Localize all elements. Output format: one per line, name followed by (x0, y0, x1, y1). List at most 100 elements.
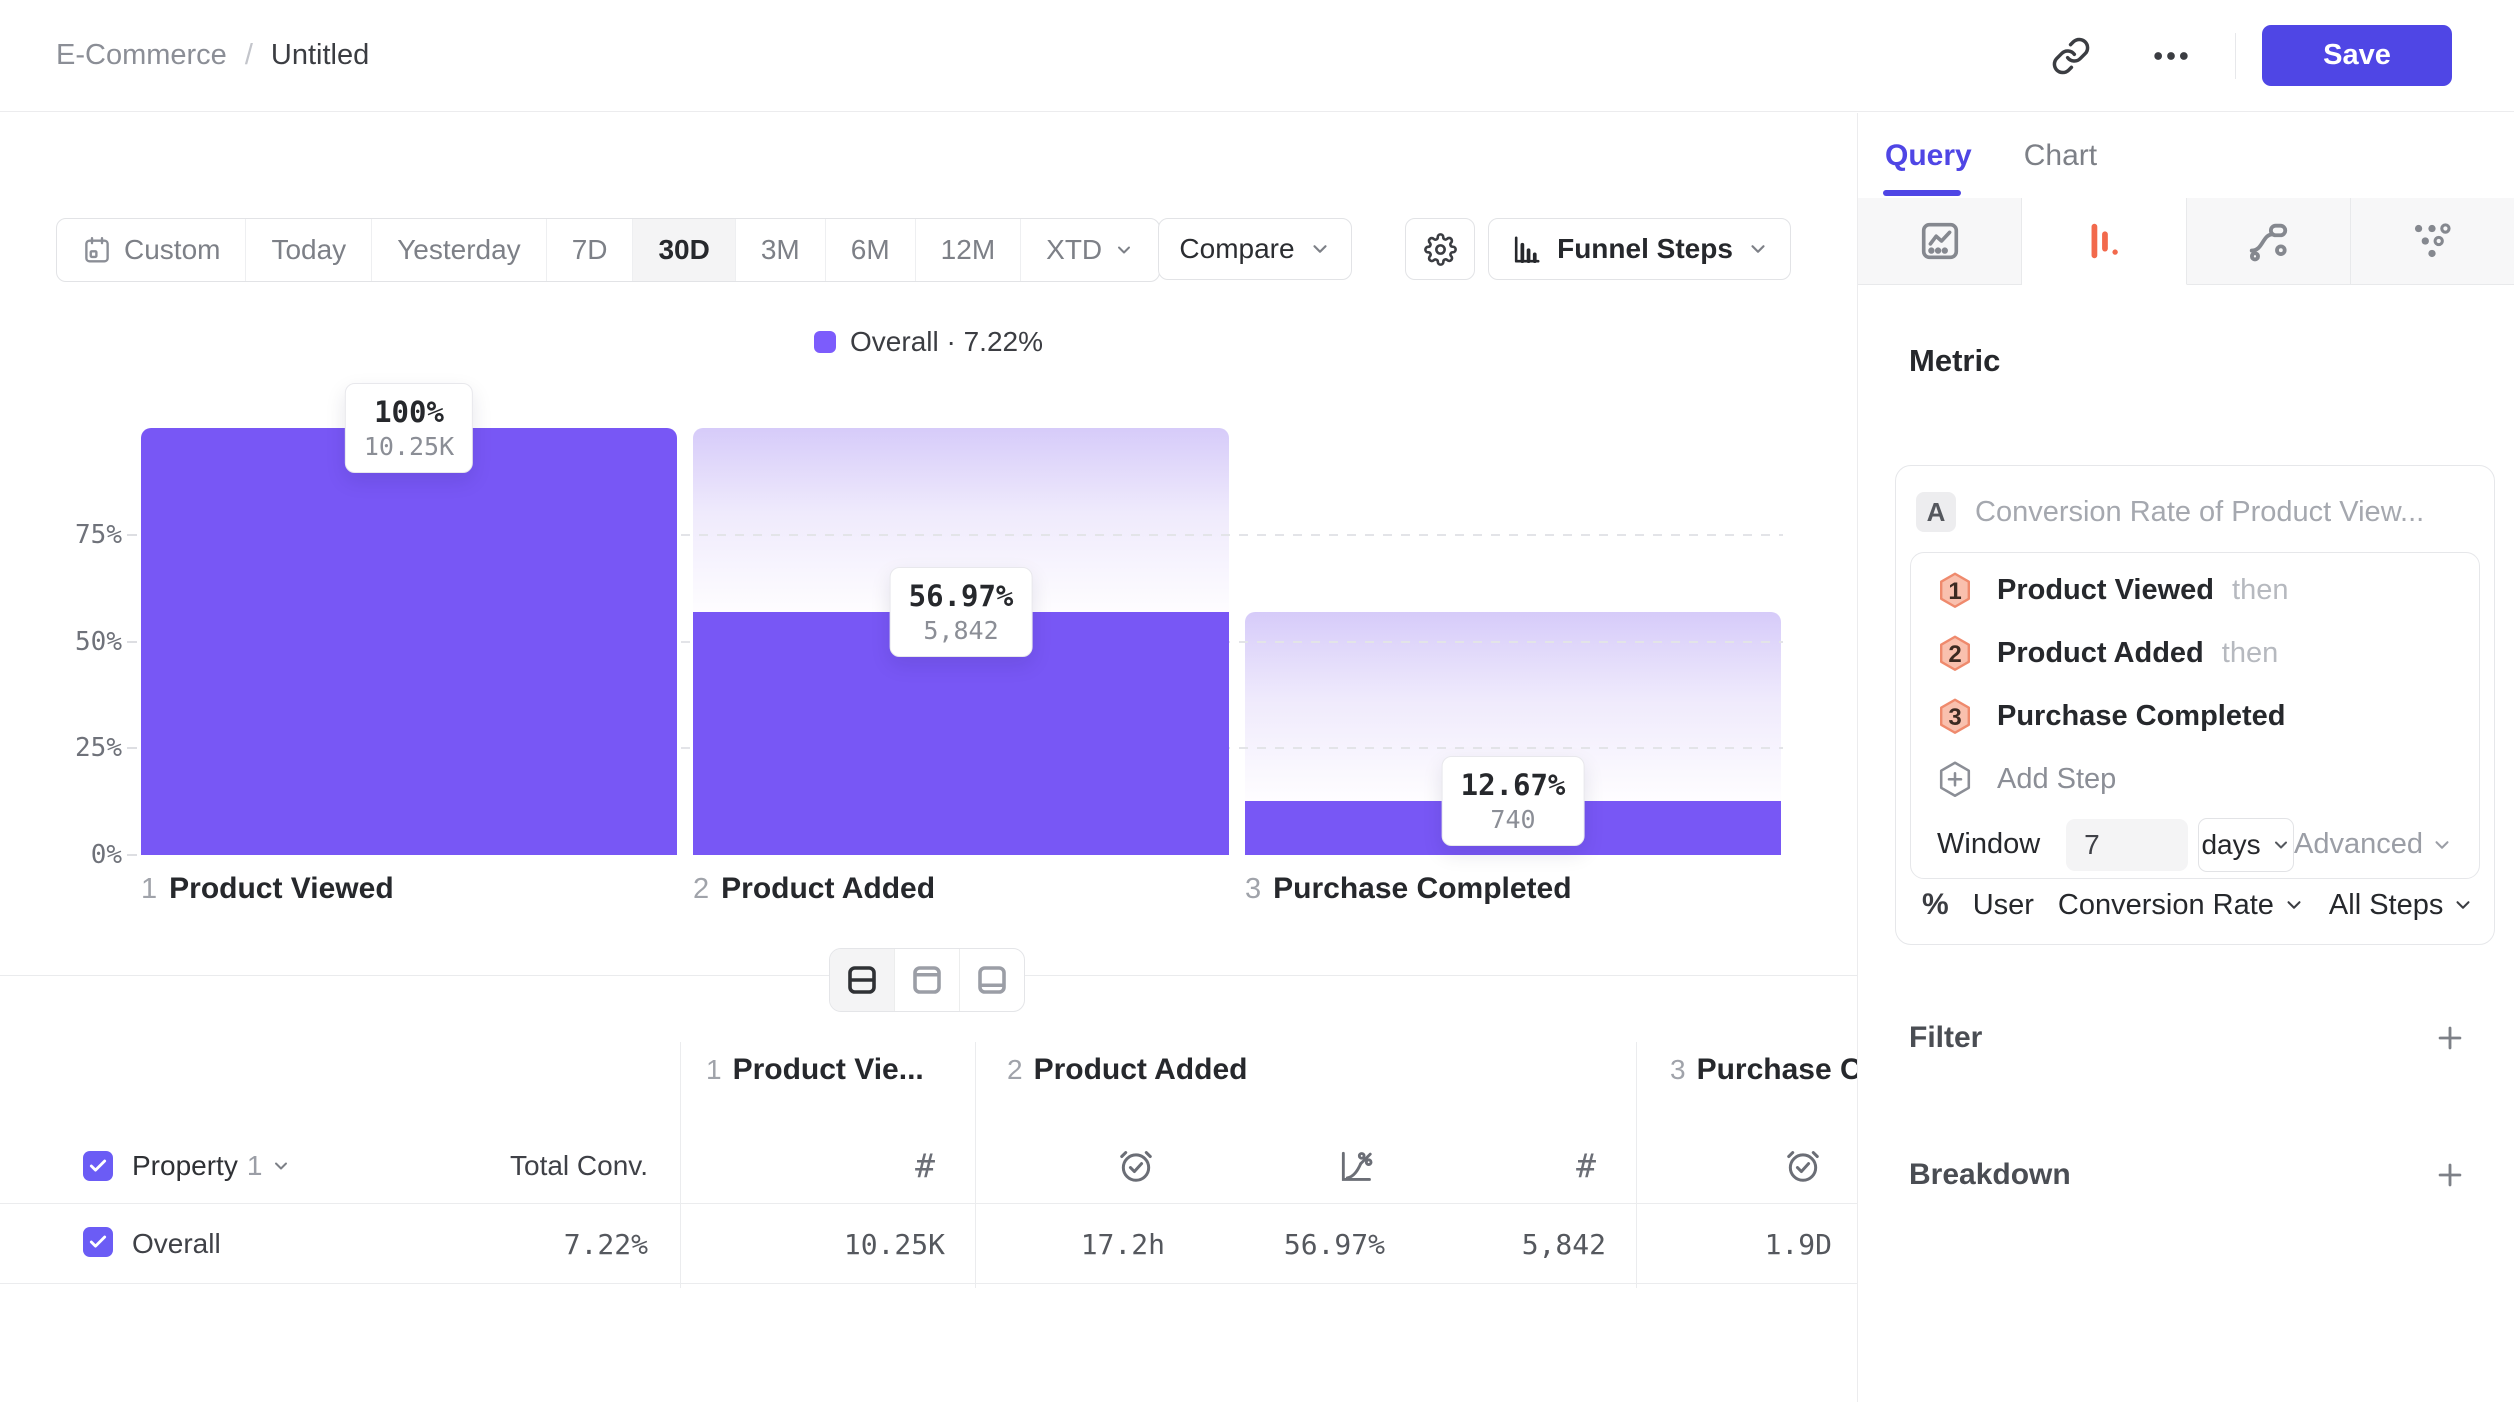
analysis-tab-retention-flow[interactable] (2186, 198, 2351, 285)
view-toggle-bottom-panel[interactable] (959, 949, 1024, 1011)
tooltip-count: 740 (1490, 804, 1536, 834)
x-axis-label-step-3: 3 Purchase Completed (1245, 872, 1572, 906)
metric-title-row[interactable]: A Conversion Rate of Product View... (1916, 480, 2474, 544)
tab-chart[interactable]: Chart (2023, 138, 2098, 172)
step-name: Product Added (721, 872, 936, 905)
property-dropdown[interactable]: Property 1 (132, 1150, 291, 1182)
breadcrumb-parent[interactable]: E-Commerce (56, 39, 227, 71)
measure-scope-select[interactable]: All Steps (2329, 889, 2474, 922)
chevron-down-icon (1747, 238, 1769, 260)
table-group-header-3: 3 Purchase C (1670, 1053, 1862, 1087)
metric-step-2[interactable]: 2 Product Added then (1937, 622, 2453, 685)
view-toggle-top-panel[interactable] (894, 949, 959, 1011)
analysis-tab-funnel[interactable] (2022, 198, 2187, 285)
chart-type-button[interactable]: Funnel Steps (1488, 218, 1791, 280)
analysis-tab-segmentation-chart[interactable] (1858, 198, 2023, 285)
tooltip-count: 10.25K (363, 432, 455, 461)
gridline-75 (141, 533, 1783, 536)
view-toggle-split-horizontal[interactable] (830, 949, 894, 1011)
breakdown-section: Breakdown (1909, 1153, 2467, 1197)
step-badge-icon: 2 (1937, 634, 1973, 674)
window-unit-select[interactable]: days (2198, 817, 2294, 872)
metric-step-1[interactable]: 1 Product Viewed then (1937, 559, 2453, 622)
date-range-segment: Custom Today Yesterday 7D 30D 3M 6M 12M XTD (56, 218, 1161, 282)
add-step-button[interactable]: Add Step (1937, 748, 2453, 811)
chevron-down-icon (2431, 834, 2453, 856)
save-button[interactable]: Save (2262, 25, 2452, 86)
more-options-icon[interactable] (2149, 34, 2193, 78)
chart-legend[interactable]: Overall · 7.22% (0, 326, 1857, 358)
date-range-label: 30D (658, 234, 710, 265)
bar-tooltip-step-3: 12.67% 740 (1441, 755, 1585, 846)
step-event-name: Product Added (1997, 637, 2204, 669)
select-all-checkbox[interactable] (83, 1151, 113, 1181)
metric-step-3[interactable]: 3 Purchase Completed (1937, 685, 2453, 748)
tab-query[interactable]: Query (1885, 138, 1972, 172)
total-conv-header: Total Conv. (510, 1150, 648, 1181)
y-axis-tickmark (127, 533, 137, 536)
analysis-tab-pathfinder-dots[interactable] (2350, 198, 2514, 285)
legend-label: Overall · 7.22% (850, 326, 1043, 357)
date-range-12m[interactable]: 12M (914, 219, 1020, 281)
advanced-toggle[interactable]: Advanced (2294, 828, 2453, 861)
funnel-bar-step-1[interactable] (141, 428, 677, 855)
bottom-panel-icon (974, 962, 1010, 998)
step-connector: then (2221, 637, 2279, 669)
hash-icon: # (1576, 1146, 1596, 1185)
date-range-3m[interactable]: 3M (734, 219, 825, 281)
breadcrumb-current[interactable]: Untitled (270, 39, 370, 71)
measure-metric-select[interactable]: Conversion Rate (2058, 889, 2305, 922)
bar-tooltip-step-2: 56.97% 5,842 (889, 566, 1033, 657)
date-range-yesterday[interactable]: Yesterday (371, 219, 546, 281)
row-label: Overall (132, 1228, 221, 1259)
date-range-6m[interactable]: 6M (824, 219, 915, 281)
funnel-steps-card: 1 Product Viewed then 2 Product Added th… (1910, 552, 2480, 879)
analysis-type-tabs (1858, 198, 2514, 285)
funnel-steps-icon (1510, 233, 1543, 266)
date-range-today[interactable]: Today (245, 219, 371, 281)
add-breakdown-icon[interactable] (2433, 1158, 2467, 1192)
funnel-icon (2081, 218, 2127, 264)
breakdown-label: Breakdown (1909, 1158, 2071, 1191)
chart-settings-button[interactable] (1405, 218, 1475, 280)
row-checkbox[interactable] (83, 1227, 113, 1257)
share-link-icon[interactable] (2051, 36, 2091, 76)
column-separator (680, 1042, 681, 1288)
view-toggle-group (829, 948, 1025, 1012)
compare-button[interactable]: Compare (1158, 218, 1352, 280)
top-panel-icon (909, 962, 945, 998)
measure-entity[interactable]: User (1972, 888, 2034, 921)
table-cell-value: 5,842 (1521, 1228, 1606, 1261)
gear-icon (1423, 232, 1457, 266)
date-range-7d[interactable]: 7D (545, 219, 633, 281)
column-metric-icon: # (1396, 1146, 1596, 1186)
step-number: 2 (693, 873, 710, 905)
x-axis-label-step-1: 1 Product Viewed (141, 872, 394, 906)
group-name: Purchase C (1696, 1053, 1862, 1086)
step-name: Product Viewed (169, 872, 394, 905)
step-number: 1 (141, 873, 158, 905)
advanced-label: Advanced (2294, 828, 2423, 860)
breadcrumb-separator: / (244, 39, 253, 71)
metric-card: A Conversion Rate of Product View... 1 P… (1895, 465, 2495, 945)
chevron-down-icon (2271, 835, 2291, 855)
y-axis-tick-25: 25% (75, 733, 122, 764)
date-range-30d[interactable]: 30D (632, 219, 735, 281)
window-value-input[interactable]: 7 (2066, 818, 2189, 871)
conversion-window-row: Window 7 days Advanced (1937, 811, 2453, 878)
add-filter-icon[interactable] (2433, 1021, 2467, 1055)
y-axis-tick-0: 0% (90, 840, 122, 870)
breadcrumb: E-Commerce / Untitled (56, 39, 369, 72)
chevron-down-icon (1309, 238, 1331, 260)
split-horizontal-icon (844, 962, 880, 998)
tooltip-percent: 56.97% (908, 578, 1014, 613)
add-step-icon (1937, 760, 1973, 800)
step-event-name: Product Viewed (1997, 574, 2215, 606)
date-range-label: XTD (1046, 234, 1103, 265)
date-range-xtd[interactable]: XTD (1020, 219, 1159, 281)
table-cell-value: 17.2h (1080, 1228, 1165, 1261)
y-axis-tick-50: 50% (75, 626, 122, 657)
date-range-custom[interactable]: Custom (57, 219, 245, 281)
group-number: 1 (706, 1054, 722, 1085)
step-name: Purchase Completed (1273, 872, 1572, 905)
